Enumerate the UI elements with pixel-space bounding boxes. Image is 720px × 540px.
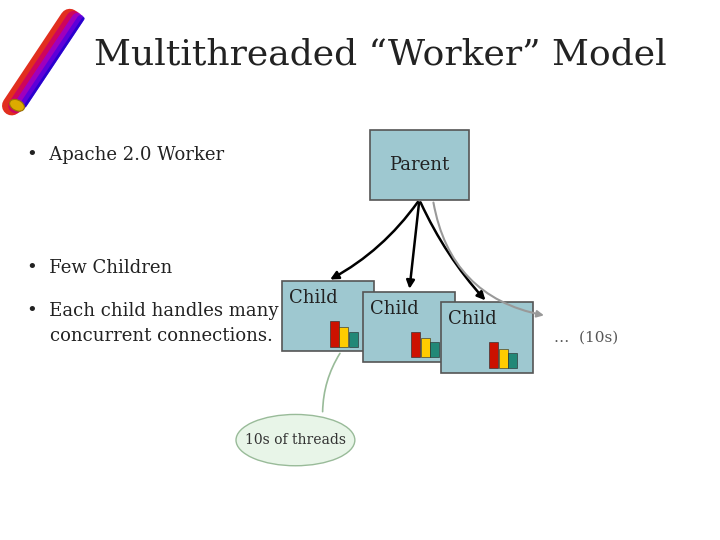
FancyBboxPatch shape xyxy=(441,302,533,373)
Text: Child: Child xyxy=(449,310,497,328)
Bar xyxy=(508,353,517,368)
Ellipse shape xyxy=(9,99,24,111)
Text: Parent: Parent xyxy=(390,156,449,174)
Text: 10s of threads: 10s of threads xyxy=(245,433,346,447)
FancyArrowPatch shape xyxy=(16,18,74,106)
Bar xyxy=(330,321,338,347)
FancyBboxPatch shape xyxy=(370,130,469,200)
Text: •  Each child handles many
    concurrent connections.: • Each child handles many concurrent con… xyxy=(27,302,279,346)
Text: …  (10s): … (10s) xyxy=(554,330,618,345)
Ellipse shape xyxy=(236,415,355,465)
Bar xyxy=(431,342,439,357)
FancyArrowPatch shape xyxy=(25,18,84,106)
FancyArrowPatch shape xyxy=(12,18,70,106)
Text: Child: Child xyxy=(289,289,338,307)
Text: Child: Child xyxy=(370,300,419,318)
Bar xyxy=(339,327,348,347)
Bar xyxy=(411,332,420,357)
FancyBboxPatch shape xyxy=(364,292,455,362)
FancyArrowPatch shape xyxy=(19,18,77,106)
Bar xyxy=(421,338,430,357)
Bar xyxy=(499,349,508,368)
Bar xyxy=(349,332,358,347)
FancyArrowPatch shape xyxy=(22,18,81,106)
Text: •  Apache 2.0 Worker: • Apache 2.0 Worker xyxy=(27,146,225,164)
Text: •  Few Children: • Few Children xyxy=(27,259,172,277)
FancyBboxPatch shape xyxy=(282,281,374,351)
Bar xyxy=(490,342,498,368)
Text: Multithreaded “Worker” Model: Multithreaded “Worker” Model xyxy=(94,38,667,72)
